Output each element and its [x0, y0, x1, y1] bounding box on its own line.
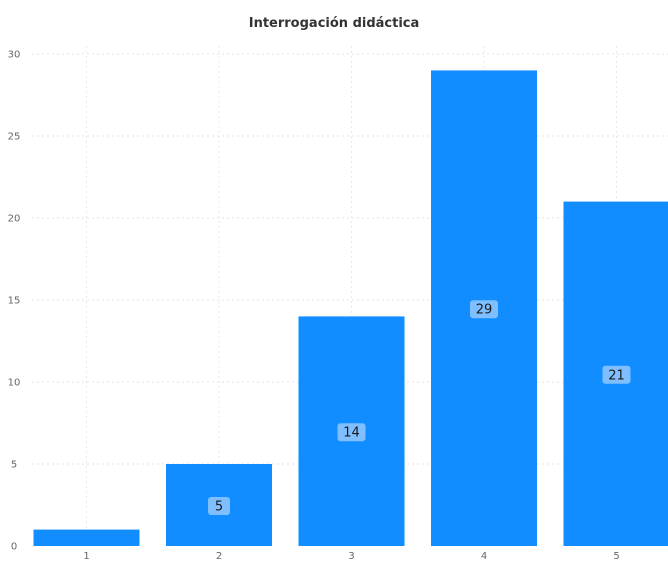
x-tick-label: 4: [481, 551, 487, 562]
y-tick-label: 0: [11, 542, 17, 553]
bars: 5 14 29 21: [33, 70, 668, 547]
data-label: 5: [215, 500, 223, 515]
data-label-background: [602, 365, 631, 384]
y-axis-ticks: 0 5 10 15 20 25 30: [8, 50, 21, 553]
data-label: 14: [343, 426, 360, 441]
y-tick-label: 10: [8, 378, 21, 389]
data-label: 29: [476, 303, 493, 318]
data-label-background: [470, 300, 498, 319]
x-tick-label: 1: [83, 551, 89, 562]
y-tick-label: 30: [8, 50, 21, 61]
bar: [33, 529, 140, 546]
y-tick-label: 15: [8, 296, 21, 307]
y-tick-label: 25: [8, 132, 21, 143]
data-label-background: [337, 423, 366, 442]
chart-title: Interrogación didáctica: [248, 16, 420, 31]
x-tick-label: 3: [348, 551, 354, 562]
data-label-background: [208, 497, 230, 515]
x-tick-label: 5: [613, 551, 619, 562]
x-tick-label: 2: [216, 551, 222, 562]
y-tick-label: 20: [8, 214, 21, 225]
x-axis-ticks: 1 2 3 4 5: [83, 551, 619, 562]
data-label: 21: [608, 368, 625, 383]
y-tick-label: 5: [11, 460, 17, 471]
